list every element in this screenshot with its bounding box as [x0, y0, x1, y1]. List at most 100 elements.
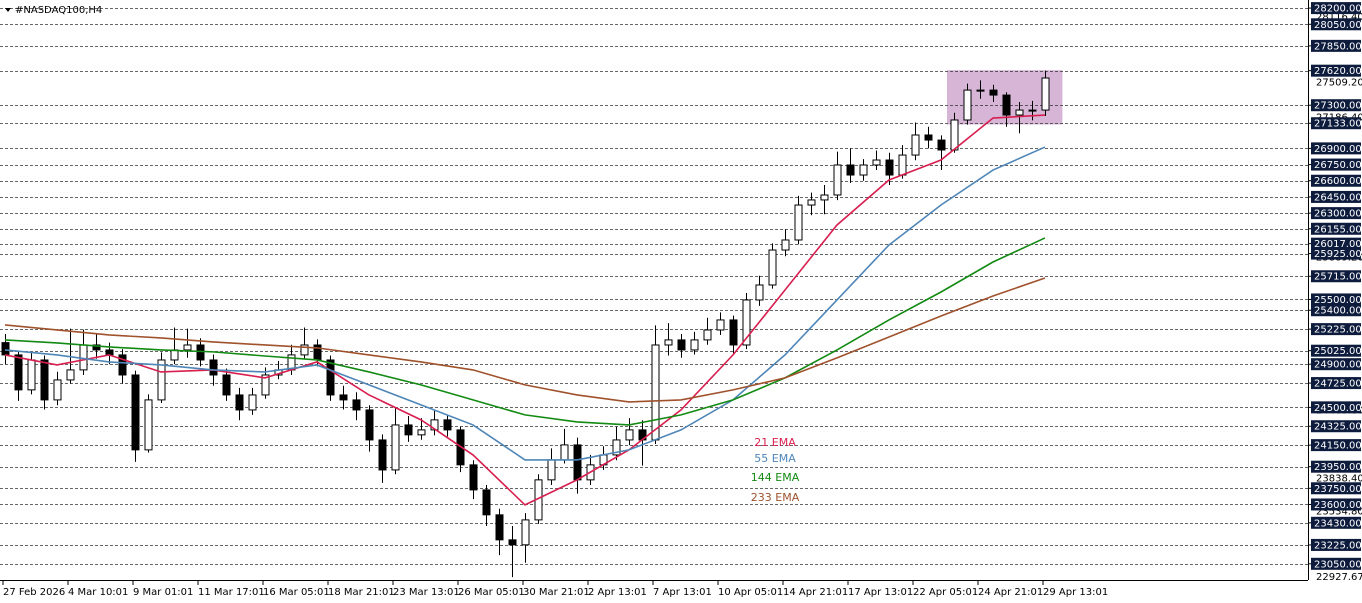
symbol-menu-icon[interactable] [5, 8, 11, 12]
candle-body [677, 339, 686, 351]
ema-line [4, 237, 1046, 426]
y-tick-box [1311, 237, 1361, 250]
y-tick-box [1311, 39, 1361, 52]
candle-body [170, 349, 179, 361]
price-label: 22927.67 [1316, 572, 1362, 583]
candle-body [196, 344, 205, 361]
candle-body [872, 159, 881, 166]
candle-body [924, 134, 933, 141]
candle-body [963, 89, 972, 121]
y-tick-box [1311, 117, 1361, 130]
candle-body [664, 339, 673, 346]
y-tick-box [1311, 439, 1361, 452]
y-tick-box [1311, 18, 1361, 31]
y-tick-label: 27850.00 [1314, 41, 1362, 52]
candle-body [235, 394, 244, 411]
candle-body [521, 519, 530, 546]
y-tick-box [1311, 516, 1361, 529]
x-tick-label: 29 Apr 13:01 [1043, 587, 1108, 598]
chart-title: #NASDAQ100,H4 [15, 5, 102, 16]
candle-body [651, 344, 660, 441]
candle-body [898, 154, 907, 176]
candle-body [560, 444, 569, 461]
candle-body [14, 354, 23, 391]
x-tick-label: 11 Mar 17:01 [198, 587, 265, 598]
candle-body [222, 374, 231, 396]
y-tick-label: 24900.00 [1314, 360, 1362, 371]
y-tick-label: 26017.00 [1314, 239, 1362, 250]
y-tick-label: 25500.00 [1314, 295, 1362, 306]
candle-body [703, 329, 712, 341]
candle-body [443, 419, 452, 431]
ema-line [4, 114, 1046, 506]
candle-body [1002, 94, 1011, 116]
candle-body [846, 164, 855, 176]
candle-body [1041, 77, 1050, 111]
y-tick-label: 26155.00 [1314, 224, 1362, 235]
y-tick-label: 28200.00 [1314, 4, 1362, 15]
y-tick-label: 23750.00 [1314, 484, 1362, 495]
y-tick-box [1311, 538, 1361, 551]
y-tick-label: 24325.00 [1314, 422, 1362, 433]
candle-body [768, 249, 777, 286]
y-tick-box [1311, 247, 1361, 260]
price-label: 28116.40 [1316, 12, 1362, 23]
x-tick-label: 24 Apr 21:01 [978, 587, 1043, 598]
y-tick-label: 26300.00 [1314, 209, 1362, 220]
candle-body [391, 424, 400, 471]
y-tick-box [1311, 174, 1361, 187]
ema-line [4, 277, 1046, 403]
candle-body [92, 344, 101, 351]
candle-body [482, 489, 491, 516]
y-tick-label: 23950.00 [1314, 462, 1362, 473]
y-tick-label: 25025.00 [1314, 346, 1362, 357]
candle-body [508, 539, 517, 546]
y-tick-label: 26600.00 [1314, 176, 1362, 187]
candle-body [1015, 109, 1024, 116]
candle-body [469, 464, 478, 491]
legend-label: 55 EMA [754, 452, 796, 465]
candle-body [911, 134, 920, 156]
candle-body [27, 359, 36, 391]
candle-body [157, 359, 166, 401]
y-tick-label: 28050.00 [1314, 20, 1362, 31]
y-tick-label: 24500.00 [1314, 403, 1362, 414]
x-tick-label: 7 Apr 13:01 [653, 587, 712, 598]
candle-body [690, 339, 699, 351]
candle-body [612, 439, 621, 456]
candle-body [118, 354, 127, 376]
candle-body [365, 409, 374, 441]
y-tick-label: 26450.00 [1314, 192, 1362, 203]
x-tick-label: 16 Mar 05:01 [263, 587, 330, 598]
candle-body [209, 359, 218, 376]
candle-body [352, 399, 361, 411]
candle-body [183, 344, 192, 351]
y-tick-box [1311, 377, 1361, 390]
candle-body [937, 139, 946, 151]
price-label: 23838.40 [1316, 474, 1362, 485]
x-tick-label: 23 Mar 13:01 [393, 587, 460, 598]
x-tick-label: 17 Apr 13:01 [848, 587, 913, 598]
x-tick-label: 14 Apr 21:01 [783, 587, 848, 598]
y-tick-label: 24725.00 [1314, 379, 1362, 390]
y-tick-label: 23050.00 [1314, 559, 1362, 570]
candle-body [495, 514, 504, 541]
y-tick-box [1311, 99, 1361, 112]
y-tick-label: 27133.00 [1314, 119, 1362, 130]
y-tick-box [1311, 557, 1361, 570]
y-tick-label: 26900.00 [1314, 144, 1362, 155]
y-tick-box [1311, 222, 1361, 235]
candle-body [261, 374, 270, 396]
candle-body [66, 369, 75, 381]
candle-body [1, 342, 10, 356]
x-tick-label: 9 Mar 01:01 [133, 587, 193, 598]
y-tick-box [1311, 460, 1361, 473]
candle-body [833, 164, 842, 196]
y-tick-box [1311, 420, 1361, 433]
candle-body [859, 164, 868, 176]
candle-body [248, 394, 257, 411]
y-tick-label: 23430.00 [1314, 518, 1362, 529]
candle-body [625, 429, 634, 441]
candle-body [1028, 109, 1037, 112]
